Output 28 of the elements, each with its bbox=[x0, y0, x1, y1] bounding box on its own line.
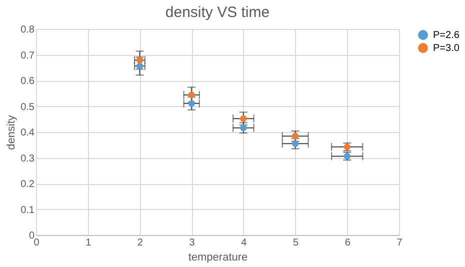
y-tick-label: 0.8 bbox=[20, 24, 35, 36]
point bbox=[136, 62, 144, 70]
point bbox=[240, 115, 247, 122]
x-tick-label: 5 bbox=[293, 238, 300, 248]
chart-title: density VS time bbox=[165, 4, 270, 21]
y-tick-label: 0.4 bbox=[20, 128, 35, 138]
y-tick-label: 0.7 bbox=[20, 50, 35, 62]
x-tick-label: 4 bbox=[241, 238, 248, 248]
y-axis-title: density bbox=[6, 114, 18, 150]
x-axis-title: temperature bbox=[188, 252, 248, 264]
x-tick-label: 7 bbox=[396, 238, 403, 248]
x-tick-label: 3 bbox=[189, 238, 196, 248]
legend-label: P=3.0 bbox=[433, 43, 460, 54]
y-tick-label: 0 bbox=[28, 230, 35, 242]
legend-label: P=2.6 bbox=[433, 30, 460, 41]
y-tick-label: 0.3 bbox=[20, 153, 35, 164]
x-tick-label: 2 bbox=[137, 238, 144, 248]
point bbox=[240, 124, 247, 132]
x-tick-label: 6 bbox=[344, 238, 351, 248]
y-tick-label: 0.2 bbox=[20, 179, 35, 190]
y-tick-label: 0.5 bbox=[20, 102, 35, 113]
y-tick-label: 0.6 bbox=[20, 76, 35, 87]
point bbox=[292, 132, 299, 140]
y-tick-label: 0.1 bbox=[20, 204, 35, 216]
x-tick-label: 1 bbox=[86, 238, 92, 248]
point bbox=[188, 100, 195, 107]
point bbox=[292, 140, 299, 147]
point bbox=[136, 56, 144, 64]
